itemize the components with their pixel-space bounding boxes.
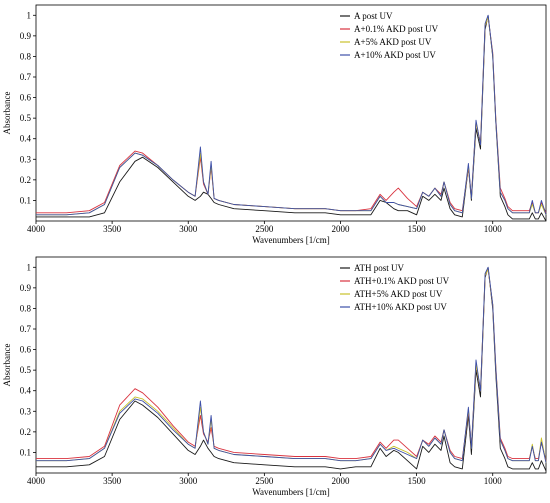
legend-label: A+0.1% AKD post UV (354, 24, 439, 34)
x-tick-label: 2000 (331, 224, 350, 234)
legend: ATH post UV ATH+0.1% AKD post UV ATH+5% AK… (340, 263, 450, 312)
x-tick-label: 4000 (27, 224, 46, 234)
y-tick-label: 0.2 (20, 427, 31, 437)
legend-label: A+5% AKD post UV (354, 37, 432, 47)
x-axis-title: Wavenumbers [1/cm] (252, 235, 330, 245)
plot-frame (35, 4, 547, 222)
y-tick-label: 0.8 (20, 51, 32, 61)
y-axis-ticks: 0.1 0.2 0.3 0.4 0.5 0.6 0.7 0.8 0.9 1 (20, 10, 36, 205)
x-tick-label: 2500 (255, 476, 274, 486)
x-tick-label: 3500 (103, 224, 122, 234)
y-tick-label: 0.3 (20, 406, 32, 416)
x-tick-label: 1000 (484, 224, 503, 234)
series-line-1 (36, 268, 547, 461)
chart-panel-top: 4000 3500 3000 2500 2000 1500 1000 0.10.20.30.… (2, 4, 547, 245)
y-axis-title: Absorbance (2, 92, 12, 135)
x-tick-label: 3000 (179, 224, 198, 234)
x-tick-label: 1500 (408, 476, 427, 486)
x-tick-label: 4000 (27, 476, 46, 486)
y-tick-label: 0.1 (20, 447, 31, 457)
x-tick-label: 3000 (179, 476, 198, 486)
legend: A post UV A+0.1% AKD post UV A+5% AKD post… (340, 11, 439, 60)
x-tick-label: 2000 (331, 476, 350, 486)
legend-label: A+10% AKD post UV (354, 50, 436, 60)
x-tick-label: 3500 (103, 476, 122, 486)
y-tick-label: 0.9 (20, 283, 32, 293)
series-line-3 (36, 14, 547, 216)
legend-label: ATH+0.1% AKD post UV (354, 276, 450, 286)
y-tick-label: 1 (27, 262, 32, 272)
legend-label: ATH+5% AKD post UV (354, 289, 443, 299)
x-axis-title: Wavenumbers [1/cm] (252, 487, 330, 497)
y-tick-label: 0.7 (20, 324, 32, 334)
y-tick-label: 0.9 (20, 31, 32, 41)
legend-label: A post UV (354, 11, 393, 21)
series-line-0 (36, 14, 547, 222)
y-tick-label: 0.8 (20, 303, 32, 313)
y-tick-label: 0.5 (20, 113, 32, 123)
series-lines (36, 266, 547, 472)
series-line-3 (36, 266, 547, 463)
chart-panel-bottom: 4000 3500 3000 2500 2000 1500 1000 0.10.20.30.… (2, 256, 547, 497)
y-tick-label: 0.1 (20, 195, 31, 205)
plot-frame (35, 256, 547, 474)
series-lines (36, 14, 547, 222)
y-tick-label: 0.6 (20, 345, 32, 355)
y-tick-label: 0.3 (20, 154, 32, 164)
y-tick-label: 0.5 (20, 365, 32, 375)
y-tick-label: 1 (27, 10, 32, 20)
y-axis-title: Absorbance (2, 344, 12, 387)
y-axis-ticks: 0.1 0.2 0.3 0.4 0.5 0.6 0.7 0.8 0.9 1 (20, 262, 36, 457)
x-axis-ticks: 4000 3500 3000 2500 2000 1500 1000 (27, 221, 502, 234)
y-tick-label: 0.7 (20, 72, 32, 82)
x-axis-ticks: 4000 3500 3000 2500 2000 1500 1000 (27, 473, 502, 486)
series-line-0 (36, 266, 547, 472)
legend-label: ATH post UV (354, 263, 405, 273)
y-tick-label: 0.4 (20, 386, 32, 396)
x-tick-label: 1500 (408, 224, 427, 234)
y-tick-label: 0.6 (20, 93, 32, 103)
x-tick-label: 1000 (484, 476, 503, 486)
legend-label: ATH+10% AKD post UV (354, 302, 447, 312)
y-tick-label: 0.4 (20, 134, 32, 144)
x-tick-label: 2500 (255, 224, 274, 234)
y-tick-label: 0.2 (20, 175, 31, 185)
